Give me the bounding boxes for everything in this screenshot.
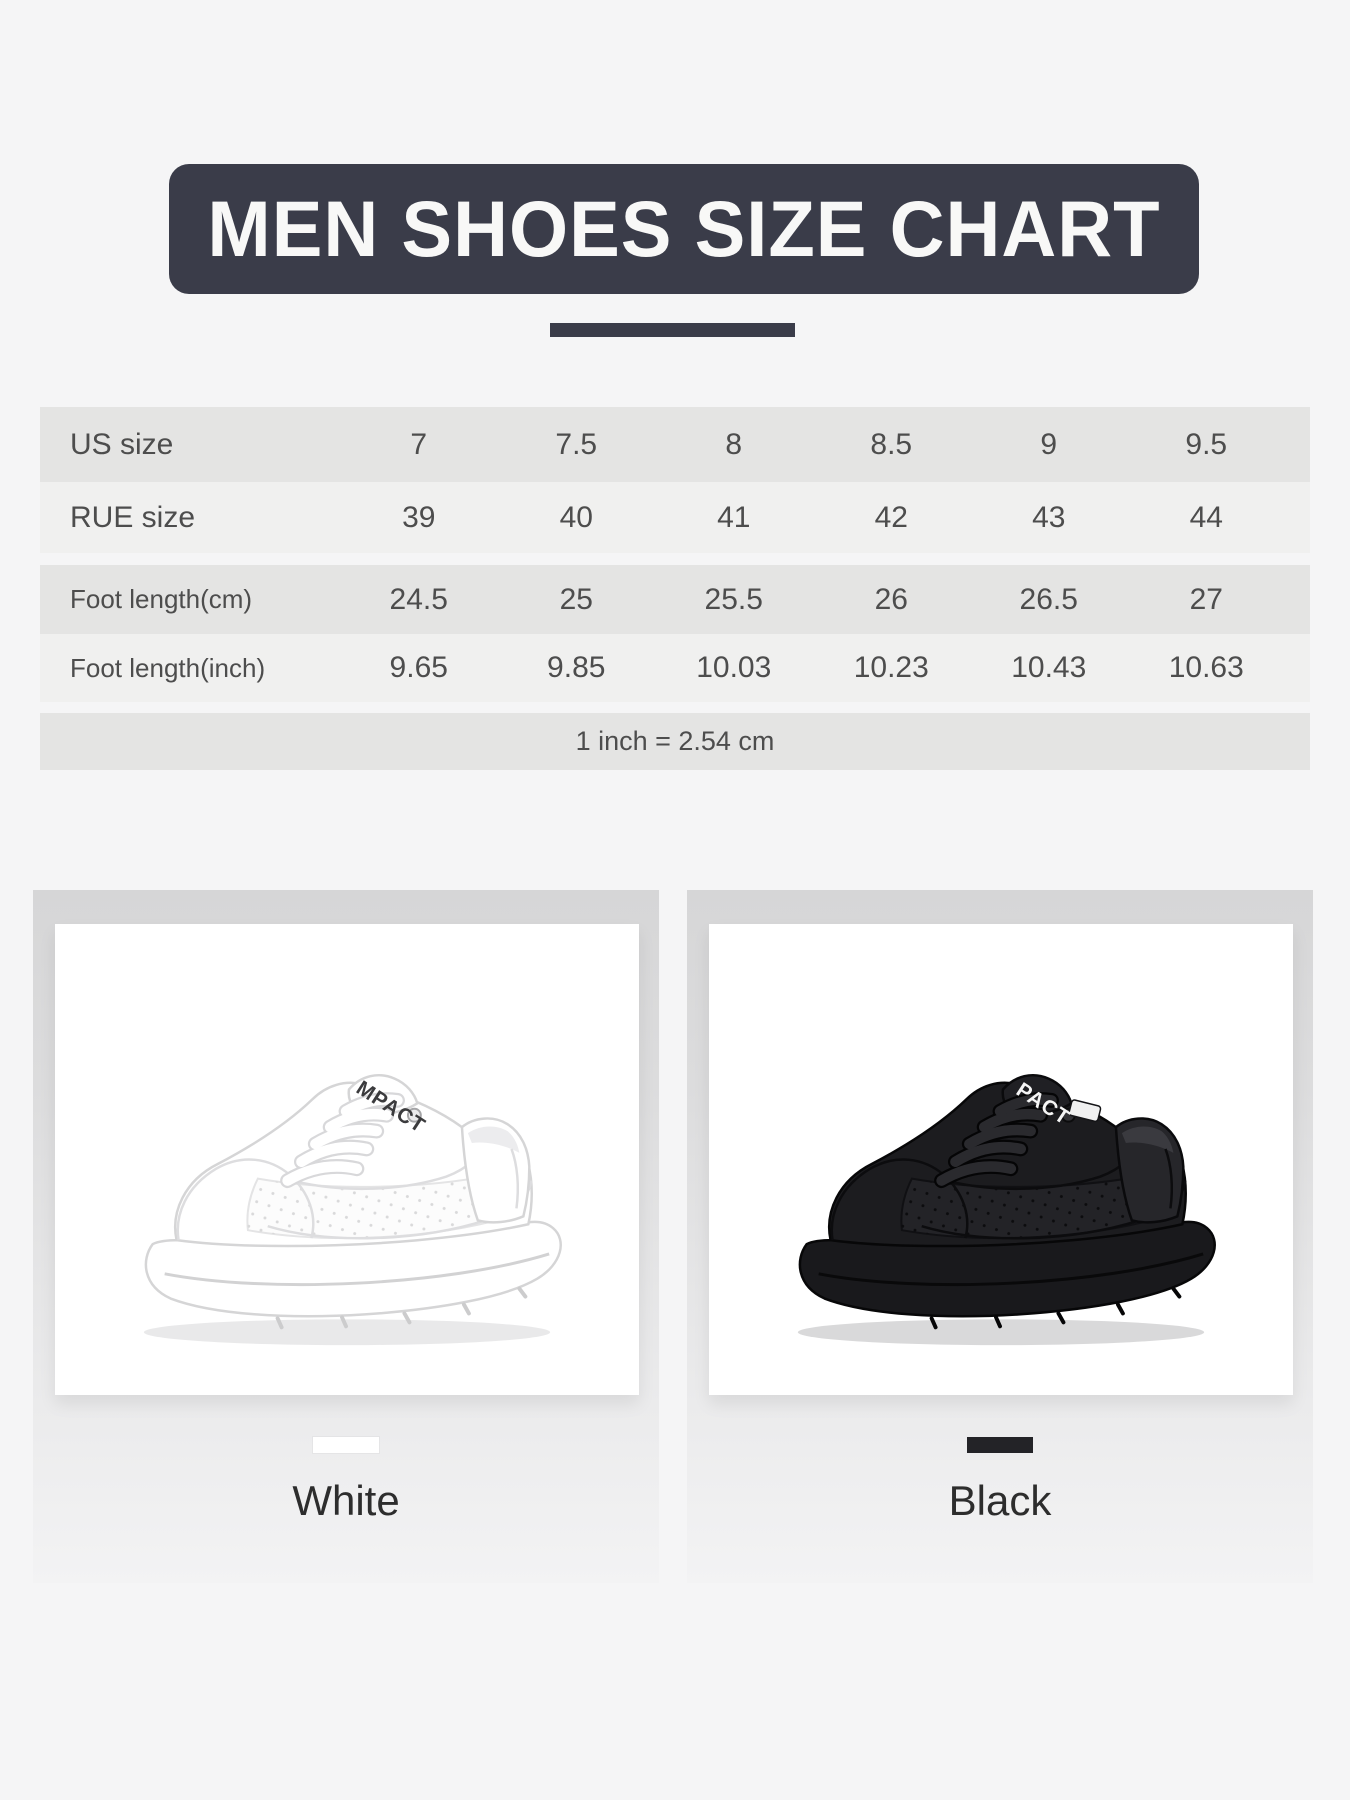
table-cell: 10.43 — [1011, 651, 1087, 684]
table-cell: 27 — [1189, 582, 1223, 616]
white-color-swatch — [313, 1437, 379, 1453]
eyelet — [406, 1107, 422, 1123]
table-cell: 7 — [410, 427, 428, 461]
product-card-white: MPACT White — [33, 890, 659, 1583]
table-cell: 7.5 — [555, 427, 598, 461]
black-color-swatch — [967, 1437, 1033, 1453]
white-sneaker-illustration: MPACT — [143, 1074, 562, 1346]
row-label: Foot length(inch) — [70, 652, 266, 683]
lace-group — [934, 1092, 1059, 1189]
table-cell: 26 — [874, 582, 908, 616]
row-label: RUE size — [70, 500, 196, 534]
page-title: MEN SHOES SIZE CHART — [207, 184, 1161, 274]
white-sneaker-photo: MPACT — [55, 924, 639, 1395]
table-cell: 42 — [874, 500, 908, 534]
conversion-note: 1 inch = 2.54 cm — [575, 726, 775, 756]
row-label: Foot length(cm) — [70, 584, 253, 614]
table-cell: 10.03 — [696, 651, 772, 684]
title-banner: MEN SHOES SIZE CHART — [169, 164, 1199, 294]
table-cell: 9 — [1040, 427, 1058, 461]
table-cell: 44 — [1189, 500, 1223, 534]
table-cell: 43 — [1032, 500, 1066, 534]
table-note-row: 1 inch = 2.54 cm — [40, 713, 1310, 770]
black-sneaker-illustration: PACT — [797, 1074, 1216, 1346]
title-underline — [550, 323, 795, 337]
lace-tag — [1068, 1099, 1102, 1123]
black-sneaker-photo: PACT — [709, 924, 1293, 1395]
table-cell: 41 — [717, 500, 751, 534]
table-row-foot-length-inch: Foot length(inch) 9.65 9.85 10.03 10.23 … — [40, 634, 1310, 702]
table-cell: 25.5 — [704, 582, 763, 616]
table-cell: 39 — [402, 500, 436, 534]
table-cell: 25 — [559, 582, 593, 616]
product-card-black: PACT Black — [687, 890, 1313, 1583]
table-cell: 26.5 — [1019, 582, 1078, 616]
table-row-foot-length-cm: Foot length(cm) 24.5 25 25.5 26 26.5 27 — [40, 565, 1310, 634]
table-row-us-size: US size 7 7.5 8 8.5 9 9.5 — [40, 407, 1310, 482]
table-cell: 9.5 — [1185, 427, 1228, 461]
table-cell: 8 — [725, 427, 743, 461]
color-label-white: White — [292, 1477, 400, 1524]
table-cell: 9.85 — [547, 651, 606, 684]
table-cell: 9.65 — [389, 651, 448, 684]
table-cell: 10.23 — [853, 651, 929, 684]
table-cell: 40 — [559, 500, 593, 534]
color-label-black: Black — [948, 1477, 1052, 1524]
row-label: US size — [70, 427, 174, 461]
table-cell: 8.5 — [870, 427, 913, 461]
table-cell: 10.63 — [1168, 651, 1244, 684]
table-row-rue-size: RUE size 39 40 41 42 43 44 — [40, 482, 1310, 553]
table-cell: 24.5 — [389, 582, 448, 616]
size-table: US size 7 7.5 8 8.5 9 9.5 RUE size 39 40… — [40, 407, 1310, 770]
lace-group — [280, 1092, 405, 1189]
